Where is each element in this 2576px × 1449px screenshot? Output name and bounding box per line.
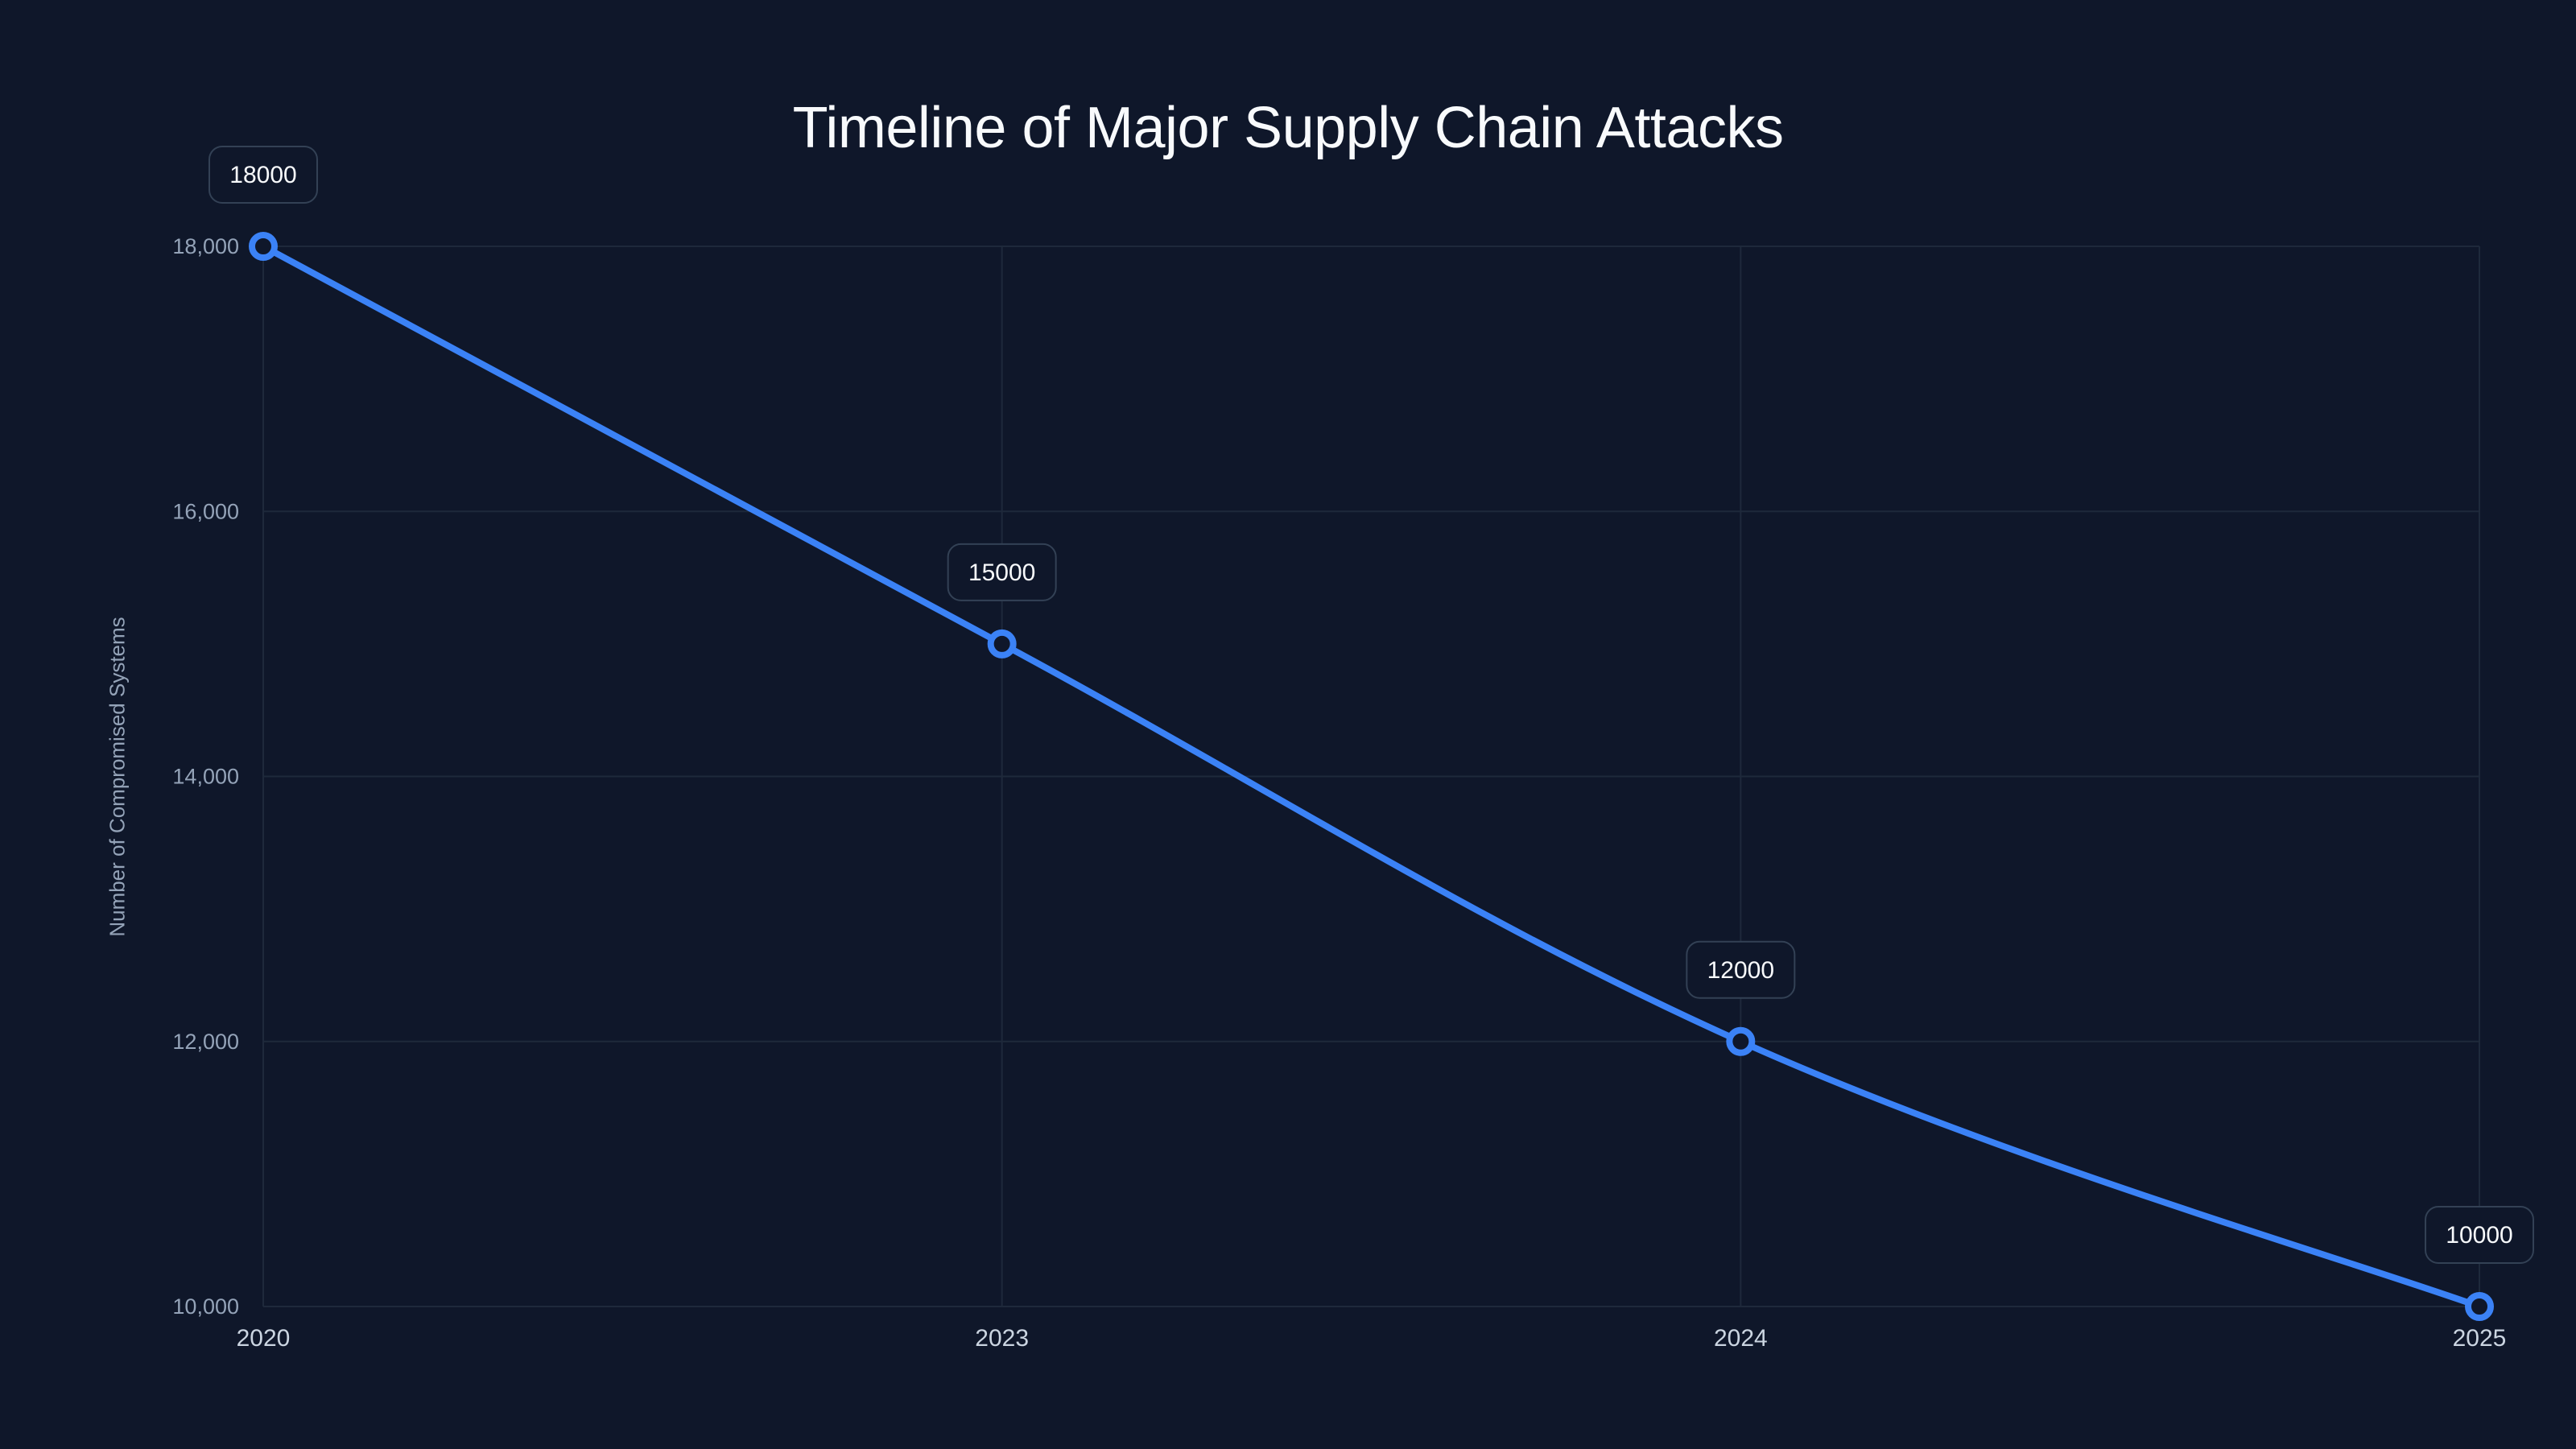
data-label-value: 15000 <box>968 559 1035 586</box>
y-tick-label: 16,000 <box>172 499 239 523</box>
y-tick-label: 18,000 <box>172 234 239 258</box>
data-label-box <box>1686 940 1796 999</box>
data-label-value: 10000 <box>2446 1222 2512 1249</box>
x-tick-label: 2020 <box>237 1325 291 1352</box>
data-line <box>260 243 2483 1310</box>
x-tick-label: 2024 <box>1714 1325 1768 1352</box>
data-point-marker <box>1726 1026 1756 1056</box>
data-point-marker <box>987 629 1017 658</box>
x-tick-label: 2023 <box>975 1325 1029 1352</box>
data-label-box <box>2425 1206 2534 1264</box>
data-label-value: 12000 <box>1707 957 1774 984</box>
data-label-box <box>208 146 318 204</box>
data-point-marker <box>249 232 278 261</box>
data-label-box <box>947 543 1057 601</box>
x-tick-label: 2025 <box>2453 1325 2507 1352</box>
chart-title: Timeline of Major Supply Chain Attacks <box>792 96 1784 160</box>
data-point-marker <box>2465 1292 2494 1321</box>
y-tick-label: 14,000 <box>172 765 239 789</box>
data-label-value: 18000 <box>229 162 296 188</box>
y-tick-label: 12,000 <box>172 1030 239 1054</box>
y-tick-label: 10,000 <box>172 1294 239 1319</box>
